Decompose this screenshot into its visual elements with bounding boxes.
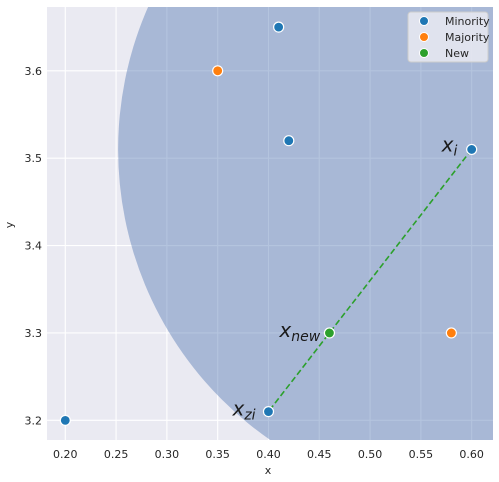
x-tick-label: 0.35	[205, 448, 230, 461]
legend: Minority Majority New	[407, 11, 490, 63]
y-tick-label: 3.4	[25, 240, 43, 253]
y-tick-label: 3.5	[25, 152, 43, 165]
y-tick-label: 3.2	[25, 414, 43, 427]
point-minority	[466, 143, 478, 156]
y-axis-label: y	[3, 221, 16, 228]
plot-background	[47, 7, 493, 440]
legend-marker-new	[419, 48, 429, 58]
point-majority	[445, 327, 457, 339]
legend-marker-majority	[419, 32, 429, 42]
annotation-x-new: xnew	[278, 318, 320, 345]
x-tick-label: 0.60	[459, 448, 484, 461]
x-tick-label: 0.30	[155, 448, 180, 461]
annotation-base: x	[441, 132, 454, 156]
annotation-base: x	[278, 318, 291, 342]
x-tick-label: 0.55	[409, 448, 434, 461]
point-new	[323, 327, 336, 339]
annotation-subscript: new	[291, 329, 320, 345]
point-minority	[273, 21, 285, 33]
grid	[47, 7, 493, 440]
annotation-x-zi: xzi	[231, 397, 255, 424]
x-axis-label: x	[265, 464, 272, 477]
y-tick-label: 3.6	[25, 65, 43, 78]
annotation-base: x	[231, 397, 244, 421]
x-tick-label: 0.40	[256, 448, 281, 461]
legend-marker-minority	[419, 16, 429, 26]
point-minority	[262, 405, 275, 418]
point-minority	[59, 414, 71, 426]
x-tick-label: 0.20	[53, 448, 78, 461]
legend-box	[407, 11, 489, 63]
y-tick-label: 3.3	[25, 327, 43, 340]
x-tick-label: 0.50	[358, 448, 383, 461]
x-tick-label: 0.25	[104, 448, 129, 461]
annotation-subscript: zi	[243, 408, 255, 424]
annotation-x-i: xi	[441, 132, 458, 159]
legend-label-minority: Minority	[445, 15, 490, 28]
legend-label-majority: Majority	[445, 31, 490, 44]
point-majority	[212, 65, 224, 77]
legend-label-new: New	[445, 47, 469, 60]
annotation-subscript: i	[454, 143, 458, 159]
point-minority	[283, 135, 295, 147]
x-tick-label: 0.45	[307, 448, 332, 461]
interpolation-segment	[267, 148, 473, 413]
neighbourhood-circle	[118, 7, 493, 440]
